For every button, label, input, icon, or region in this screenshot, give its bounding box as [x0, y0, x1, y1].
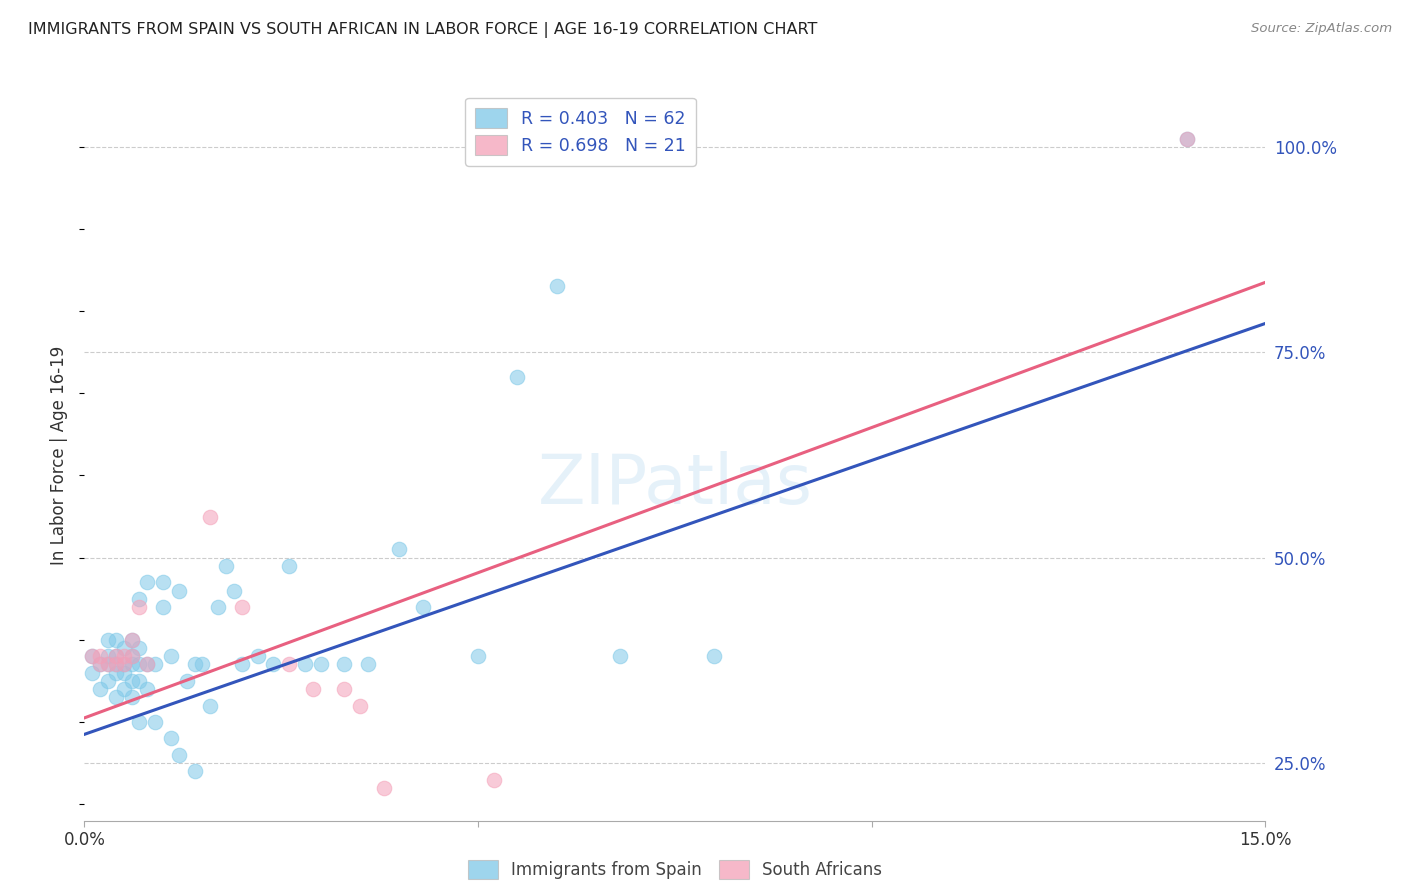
Point: [97, 657, 120, 672]
Point: [262, 657, 284, 672]
Point: [112, 665, 135, 680]
Point: [82, 665, 104, 680]
Point: [128, 641, 150, 656]
Point: [246, 649, 269, 664]
Point: [112, 641, 135, 656]
Point: [136, 575, 159, 590]
Point: [104, 665, 127, 680]
Point: [467, 649, 489, 664]
Point: [82, 649, 104, 664]
Point: [183, 657, 205, 672]
Point: [121, 657, 143, 672]
Point: [278, 558, 301, 573]
Point: [104, 649, 127, 664]
Point: [97, 657, 120, 672]
Point: [97, 673, 120, 688]
Point: [506, 369, 529, 384]
Point: [89, 657, 111, 672]
Point: [128, 591, 150, 606]
Point: [121, 632, 143, 647]
Point: [121, 673, 143, 688]
Point: [1175, 131, 1198, 145]
Point: [1175, 131, 1198, 145]
Point: [112, 682, 135, 697]
Point: [104, 649, 127, 664]
Point: [121, 649, 143, 664]
Point: [309, 657, 332, 672]
Point: [121, 649, 143, 664]
Point: [207, 599, 229, 614]
Point: [89, 682, 111, 697]
Point: [609, 649, 631, 664]
Point: [97, 649, 120, 664]
Point: [104, 657, 127, 672]
Point: [373, 780, 395, 795]
Point: [191, 657, 214, 672]
Point: [82, 649, 104, 664]
Point: [136, 682, 159, 697]
Point: [89, 649, 111, 664]
Point: [294, 657, 316, 672]
Point: [128, 714, 150, 729]
Point: [333, 657, 356, 672]
Point: [301, 682, 323, 697]
Point: [357, 657, 380, 672]
Point: [278, 657, 301, 672]
Point: [167, 583, 190, 598]
Point: [349, 698, 371, 713]
Point: [546, 279, 568, 293]
Point: [200, 509, 222, 524]
Point: [152, 575, 174, 590]
Point: [112, 657, 135, 672]
Point: [97, 632, 120, 647]
Point: [412, 599, 434, 614]
Point: [112, 657, 135, 672]
Text: IMMIGRANTS FROM SPAIN VS SOUTH AFRICAN IN LABOR FORCE | AGE 16-19 CORRELATION CH: IMMIGRANTS FROM SPAIN VS SOUTH AFRICAN I…: [28, 22, 817, 38]
Point: [388, 542, 411, 557]
Point: [176, 673, 198, 688]
Point: [136, 657, 159, 672]
Point: [333, 682, 356, 697]
Point: [104, 690, 127, 705]
Point: [89, 657, 111, 672]
Y-axis label: In Labor Force | Age 16-19: In Labor Force | Age 16-19: [51, 345, 69, 565]
Point: [231, 657, 253, 672]
Point: [160, 731, 183, 746]
Legend: Immigrants from Spain, South Africans: Immigrants from Spain, South Africans: [461, 853, 889, 886]
Point: [160, 649, 183, 664]
Point: [121, 690, 143, 705]
Point: [128, 657, 150, 672]
Point: [136, 657, 159, 672]
Point: [183, 764, 205, 779]
Point: [143, 657, 166, 672]
Point: [703, 649, 725, 664]
Point: [143, 714, 166, 729]
Point: [482, 772, 505, 787]
Point: [112, 649, 135, 664]
Point: [222, 583, 245, 598]
Point: [128, 599, 150, 614]
Point: [128, 673, 150, 688]
Point: [104, 657, 127, 672]
Point: [104, 632, 127, 647]
Point: [152, 599, 174, 614]
Point: [121, 632, 143, 647]
Point: [215, 558, 238, 573]
Text: ZIPatlas: ZIPatlas: [537, 450, 813, 517]
Point: [167, 747, 190, 762]
Point: [200, 698, 222, 713]
Text: Source: ZipAtlas.com: Source: ZipAtlas.com: [1251, 22, 1392, 36]
Point: [231, 599, 253, 614]
